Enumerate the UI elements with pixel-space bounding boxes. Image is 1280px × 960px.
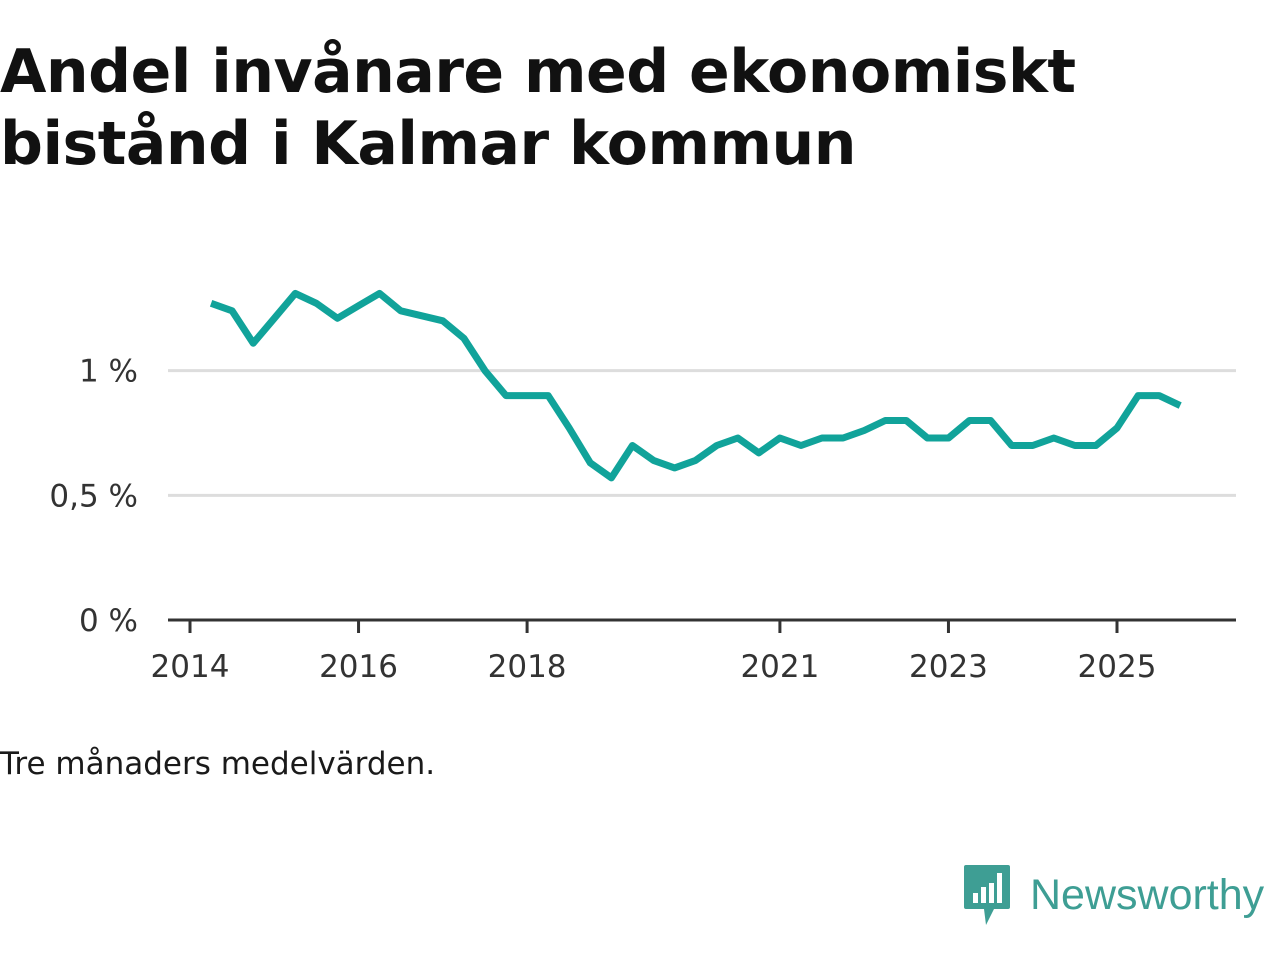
x-tick-label: 2023 — [909, 649, 988, 685]
x-tick-label: 2021 — [740, 649, 819, 685]
y-tick-label: 0 % — [79, 603, 138, 639]
series-layer — [209, 289, 1182, 482]
chart-title: Andel invånare med ekonomiskt bistånd i … — [0, 37, 1076, 179]
x-tick-label: 2018 — [488, 649, 567, 685]
x-tick-label: 2014 — [151, 649, 230, 685]
newsworthy-logo-icon — [964, 865, 1010, 925]
series-line — [209, 289, 1182, 482]
brand-logo[interactable]: Newsworthy — [962, 862, 1264, 928]
x-tick-label: 2016 — [319, 649, 398, 685]
y-tick-label: 1 % — [79, 354, 138, 390]
gridlines — [168, 369, 1236, 497]
y-tick-label: 0,5 % — [49, 478, 138, 514]
y-axis-ticks: 0 % 0,5 % 1 % — [49, 354, 138, 639]
brand-name: Newsworthy — [1030, 870, 1265, 919]
chart-caption: Tre månaders medelvärden. — [0, 746, 436, 782]
x-axis-ticks: 2014 2016 2018 2021 2023 2025 — [151, 620, 1157, 685]
x-tick-label: 2025 — [1078, 649, 1157, 685]
